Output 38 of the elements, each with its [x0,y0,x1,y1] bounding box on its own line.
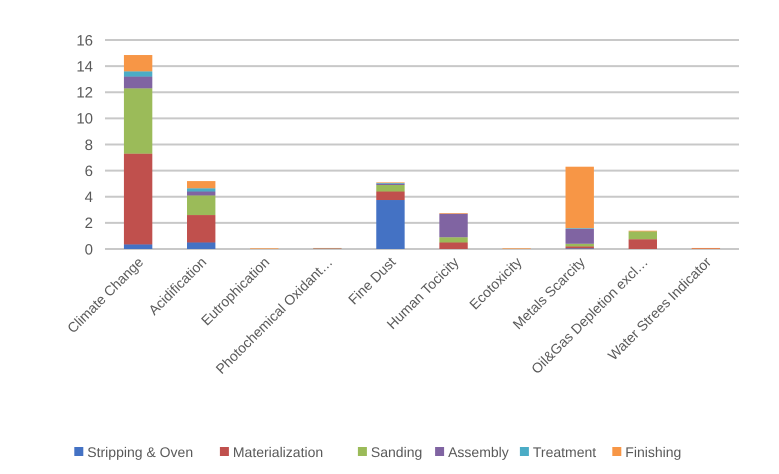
bar [187,181,216,188]
y-tick-label: 2 [84,215,93,232]
y-tick-label: 4 [84,189,93,206]
bar [566,244,594,246]
bar [187,188,216,192]
bar [124,71,152,77]
bar [376,184,405,192]
legend-label: Materialization [232,444,324,460]
bar [124,88,152,154]
bar [124,76,152,88]
bar [628,231,657,240]
bar [187,215,216,242]
legend-label: Stripping & Oven [87,444,194,460]
bar [187,242,216,249]
bar [124,55,152,72]
bar [566,166,594,228]
legend-label: Assembly [448,444,509,460]
y-tick-label: 6 [84,162,93,180]
legend-label: Finishing [625,444,682,460]
bar [376,192,405,200]
bar [566,228,594,244]
y-tick-label: 14 [76,58,93,76]
bar [439,237,468,242]
y-tick-label: 0 [84,241,93,258]
y-tick-label: 12 [76,84,93,102]
bar [124,154,152,244]
legend-label: Treatment [532,444,596,460]
bar [187,192,216,196]
bar [376,200,405,249]
bar [187,195,216,216]
bar [439,242,468,249]
bar [439,214,468,238]
y-tick-label: 16 [76,32,93,50]
bar [124,244,152,249]
bar [628,239,657,249]
y-tick-label: 8 [84,136,93,154]
y-tick-label: 10 [76,110,93,128]
legend-label: Sanding [370,444,422,460]
